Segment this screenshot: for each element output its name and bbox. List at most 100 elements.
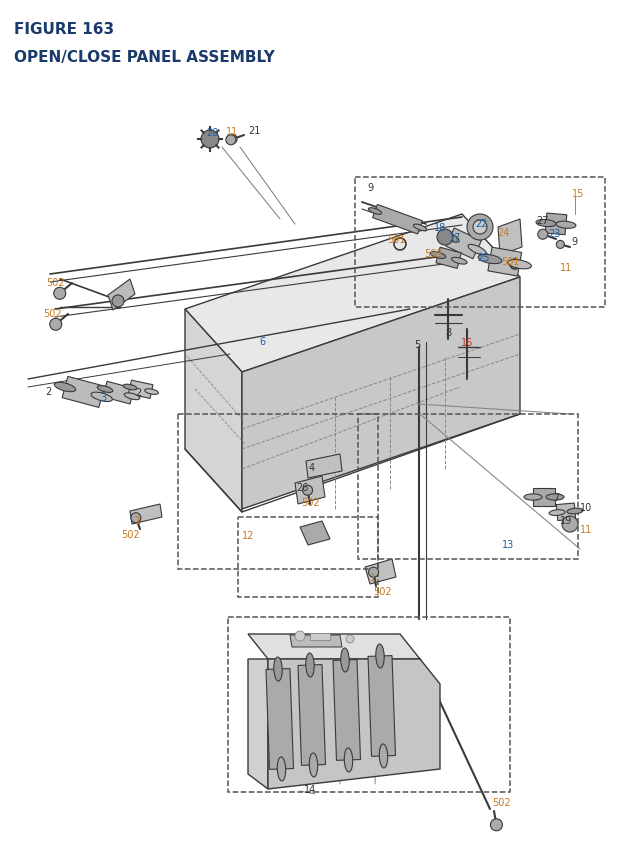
Polygon shape <box>306 455 342 479</box>
Text: 24: 24 <box>497 228 509 238</box>
Circle shape <box>346 635 354 643</box>
Ellipse shape <box>478 255 502 264</box>
Circle shape <box>112 295 124 307</box>
Polygon shape <box>298 665 326 765</box>
Ellipse shape <box>468 245 486 256</box>
Ellipse shape <box>441 232 459 243</box>
Text: 20: 20 <box>206 127 218 138</box>
Circle shape <box>562 517 578 532</box>
Text: 14: 14 <box>304 784 316 794</box>
Text: 12: 12 <box>242 530 254 541</box>
Text: 21: 21 <box>248 126 260 136</box>
Ellipse shape <box>123 385 137 390</box>
Text: 502: 502 <box>493 797 511 807</box>
Text: 18: 18 <box>434 223 446 232</box>
Text: 501: 501 <box>500 257 519 267</box>
Ellipse shape <box>380 744 388 768</box>
Ellipse shape <box>546 494 564 500</box>
Circle shape <box>303 486 312 496</box>
Circle shape <box>473 220 487 235</box>
Text: 17: 17 <box>449 232 461 243</box>
Text: 10: 10 <box>580 503 592 512</box>
Circle shape <box>369 567 379 578</box>
Ellipse shape <box>274 657 282 681</box>
Polygon shape <box>103 381 134 405</box>
Text: 2: 2 <box>45 387 51 397</box>
Circle shape <box>227 135 237 145</box>
Polygon shape <box>129 381 153 399</box>
Text: 1: 1 <box>370 573 376 582</box>
Circle shape <box>556 241 564 249</box>
Text: 502: 502 <box>43 308 61 319</box>
Ellipse shape <box>508 260 531 269</box>
Circle shape <box>467 214 493 241</box>
Ellipse shape <box>309 753 317 777</box>
Polygon shape <box>488 248 522 276</box>
Polygon shape <box>130 505 162 524</box>
Text: 11: 11 <box>560 263 572 273</box>
Polygon shape <box>365 560 396 585</box>
Text: 4: 4 <box>309 462 315 473</box>
Polygon shape <box>242 278 520 510</box>
Text: 8: 8 <box>445 328 451 338</box>
Bar <box>228 617 510 792</box>
Ellipse shape <box>413 225 427 232</box>
Text: 5: 5 <box>414 339 420 350</box>
Text: 6: 6 <box>259 337 265 347</box>
Ellipse shape <box>277 757 285 781</box>
Text: 501: 501 <box>387 235 405 245</box>
Text: 7: 7 <box>553 492 559 503</box>
Text: 9: 9 <box>571 237 577 247</box>
Text: 11: 11 <box>226 127 238 137</box>
Circle shape <box>54 288 66 300</box>
Polygon shape <box>368 656 396 757</box>
Polygon shape <box>446 229 481 259</box>
Circle shape <box>201 131 219 149</box>
Bar <box>178 414 378 569</box>
Polygon shape <box>372 205 422 235</box>
Polygon shape <box>248 635 420 660</box>
Polygon shape <box>545 214 567 235</box>
Polygon shape <box>266 669 294 770</box>
Text: OPEN/CLOSE PANEL ASSEMBLY: OPEN/CLOSE PANEL ASSEMBLY <box>14 50 275 65</box>
Ellipse shape <box>549 510 565 516</box>
Ellipse shape <box>340 648 349 672</box>
Text: 27: 27 <box>537 216 549 226</box>
Text: 13: 13 <box>502 539 514 549</box>
Polygon shape <box>333 660 360 760</box>
Text: 15: 15 <box>572 189 584 199</box>
Circle shape <box>490 819 502 831</box>
Ellipse shape <box>91 393 113 402</box>
Text: 3: 3 <box>100 393 106 403</box>
Text: 19: 19 <box>560 516 572 525</box>
Text: 26: 26 <box>296 482 308 492</box>
Text: 502: 502 <box>301 498 320 507</box>
Text: 9: 9 <box>367 183 373 193</box>
Ellipse shape <box>567 509 583 514</box>
Text: 25: 25 <box>477 253 490 263</box>
Ellipse shape <box>430 252 446 259</box>
Polygon shape <box>300 522 330 545</box>
Circle shape <box>295 631 305 641</box>
Polygon shape <box>556 504 576 521</box>
Polygon shape <box>533 488 555 506</box>
Text: 502: 502 <box>45 278 64 288</box>
Polygon shape <box>185 214 520 373</box>
Polygon shape <box>268 660 440 789</box>
Circle shape <box>131 513 141 523</box>
Text: 502: 502 <box>121 530 140 539</box>
Polygon shape <box>248 660 268 789</box>
Text: 1: 1 <box>135 516 141 525</box>
Circle shape <box>538 230 548 240</box>
Polygon shape <box>310 633 330 641</box>
Bar <box>358 414 578 560</box>
Ellipse shape <box>124 393 140 400</box>
Text: 503: 503 <box>424 249 442 258</box>
Ellipse shape <box>369 208 381 215</box>
Ellipse shape <box>536 220 556 227</box>
Bar <box>355 177 605 307</box>
Polygon shape <box>108 280 135 311</box>
Ellipse shape <box>145 389 158 395</box>
Ellipse shape <box>451 258 467 265</box>
Polygon shape <box>436 248 461 269</box>
